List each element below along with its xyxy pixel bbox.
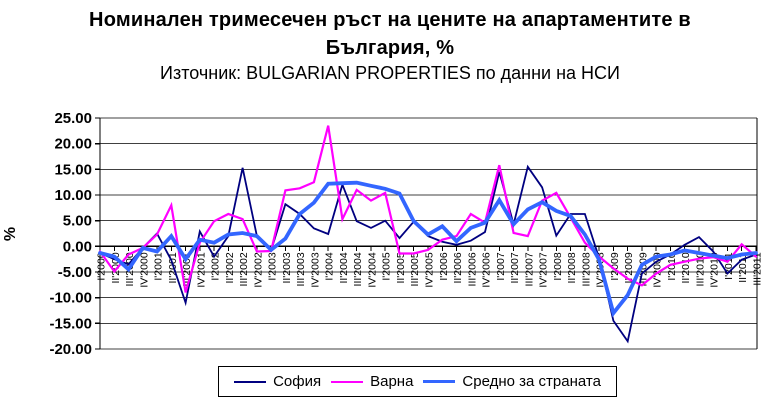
y-tick-label: 20.00: [54, 136, 92, 153]
x-tick-label: I'2007: [495, 252, 507, 280]
x-tick-label: II'2011: [737, 252, 749, 283]
x-tick-label: III'2005: [409, 252, 421, 286]
x-tick-label: III'2002: [238, 252, 250, 286]
y-tick-label: 0.00: [63, 238, 92, 255]
legend: София Варна Средно за страната: [218, 366, 617, 397]
legend-item-2: Средно за страната: [423, 373, 601, 390]
x-tick-label: I'2005: [381, 252, 393, 280]
x-tick-label: III'2011: [752, 252, 764, 285]
x-tick-label: II'2008: [566, 252, 578, 283]
legend-line-swatch-2: [423, 380, 456, 383]
x-tick-label: I'2001: [153, 252, 165, 280]
x-tick-label: I'2010: [666, 252, 678, 280]
legend-item-0: София: [234, 373, 321, 390]
x-tick-label: I'2002: [210, 252, 222, 280]
chart-subtitle: Източник: BULGARIAN PROPERTIES по данни …: [160, 63, 620, 83]
x-tick-label: II'2004: [338, 252, 350, 283]
x-tick-label: II'2006: [452, 252, 464, 283]
x-tick-label: IV'2004: [366, 252, 378, 287]
legend-label-0: София: [273, 373, 322, 390]
y-tick-label: 5.00: [63, 213, 92, 230]
x-tick-label: IV'2010: [709, 252, 721, 287]
series-line-2: [98, 180, 758, 318]
x-tick-label: IV'2003: [309, 252, 321, 287]
y-tick-label: -15.00: [49, 315, 92, 332]
x-tick-label: I'2003: [267, 252, 279, 280]
x-tick-label: IV'2005: [424, 252, 436, 287]
x-tick-label: IV'2007: [538, 252, 550, 287]
x-tick-label: III'2003: [295, 252, 307, 286]
x-tick-label: III'2006: [466, 252, 478, 286]
x-tick-label: II'2003: [281, 252, 293, 283]
y-tick-label: 15.00: [54, 161, 92, 178]
x-tick-label: I'2009: [609, 252, 621, 280]
x-tick-label: II'2007: [509, 252, 521, 283]
y-tick-label: 10.00: [54, 187, 92, 204]
legend-label-2: Средно за страната: [462, 373, 601, 390]
x-tick-label: II'2009: [623, 252, 635, 283]
x-tick-label: I'2006: [438, 252, 450, 280]
legend-item-1: Варна: [331, 373, 413, 390]
x-tick-label: I'2004: [324, 252, 336, 280]
x-tick-label: III'2007: [523, 252, 535, 286]
x-tick-label: IV'2009: [652, 252, 664, 287]
chart-title-line2: България, %: [325, 37, 455, 59]
y-tick-label: -10.00: [49, 290, 92, 307]
legend-label-1: Варна: [370, 373, 414, 390]
y-tick-label: 25.00: [54, 110, 92, 127]
x-tick-label: IV'2000: [138, 252, 150, 287]
x-tick-label: I'2008: [552, 252, 564, 280]
legend-line-swatch-1: [331, 380, 364, 383]
x-tick-label: III'2004: [352, 252, 364, 286]
x-tick-label: II'2005: [395, 252, 407, 283]
y-tick-label: -20.00: [49, 341, 92, 358]
x-tick-label: II'2002: [224, 252, 236, 283]
legend-line-swatch-0: [234, 380, 267, 383]
x-tick-label: IV'2006: [481, 252, 493, 287]
chart-title-line1: Номинален тримесечен ръст на цените на а…: [89, 9, 691, 31]
x-tick-label: IV'2002: [252, 252, 264, 287]
series-line-1: [98, 125, 758, 293]
x-tick-label: IV'2001: [195, 252, 207, 287]
x-tick-label: III'2010: [694, 252, 706, 286]
y-tick-label: -5.00: [58, 264, 92, 281]
x-tick-label: II'2010: [680, 252, 692, 283]
x-tick-label: III'2008: [580, 252, 592, 286]
